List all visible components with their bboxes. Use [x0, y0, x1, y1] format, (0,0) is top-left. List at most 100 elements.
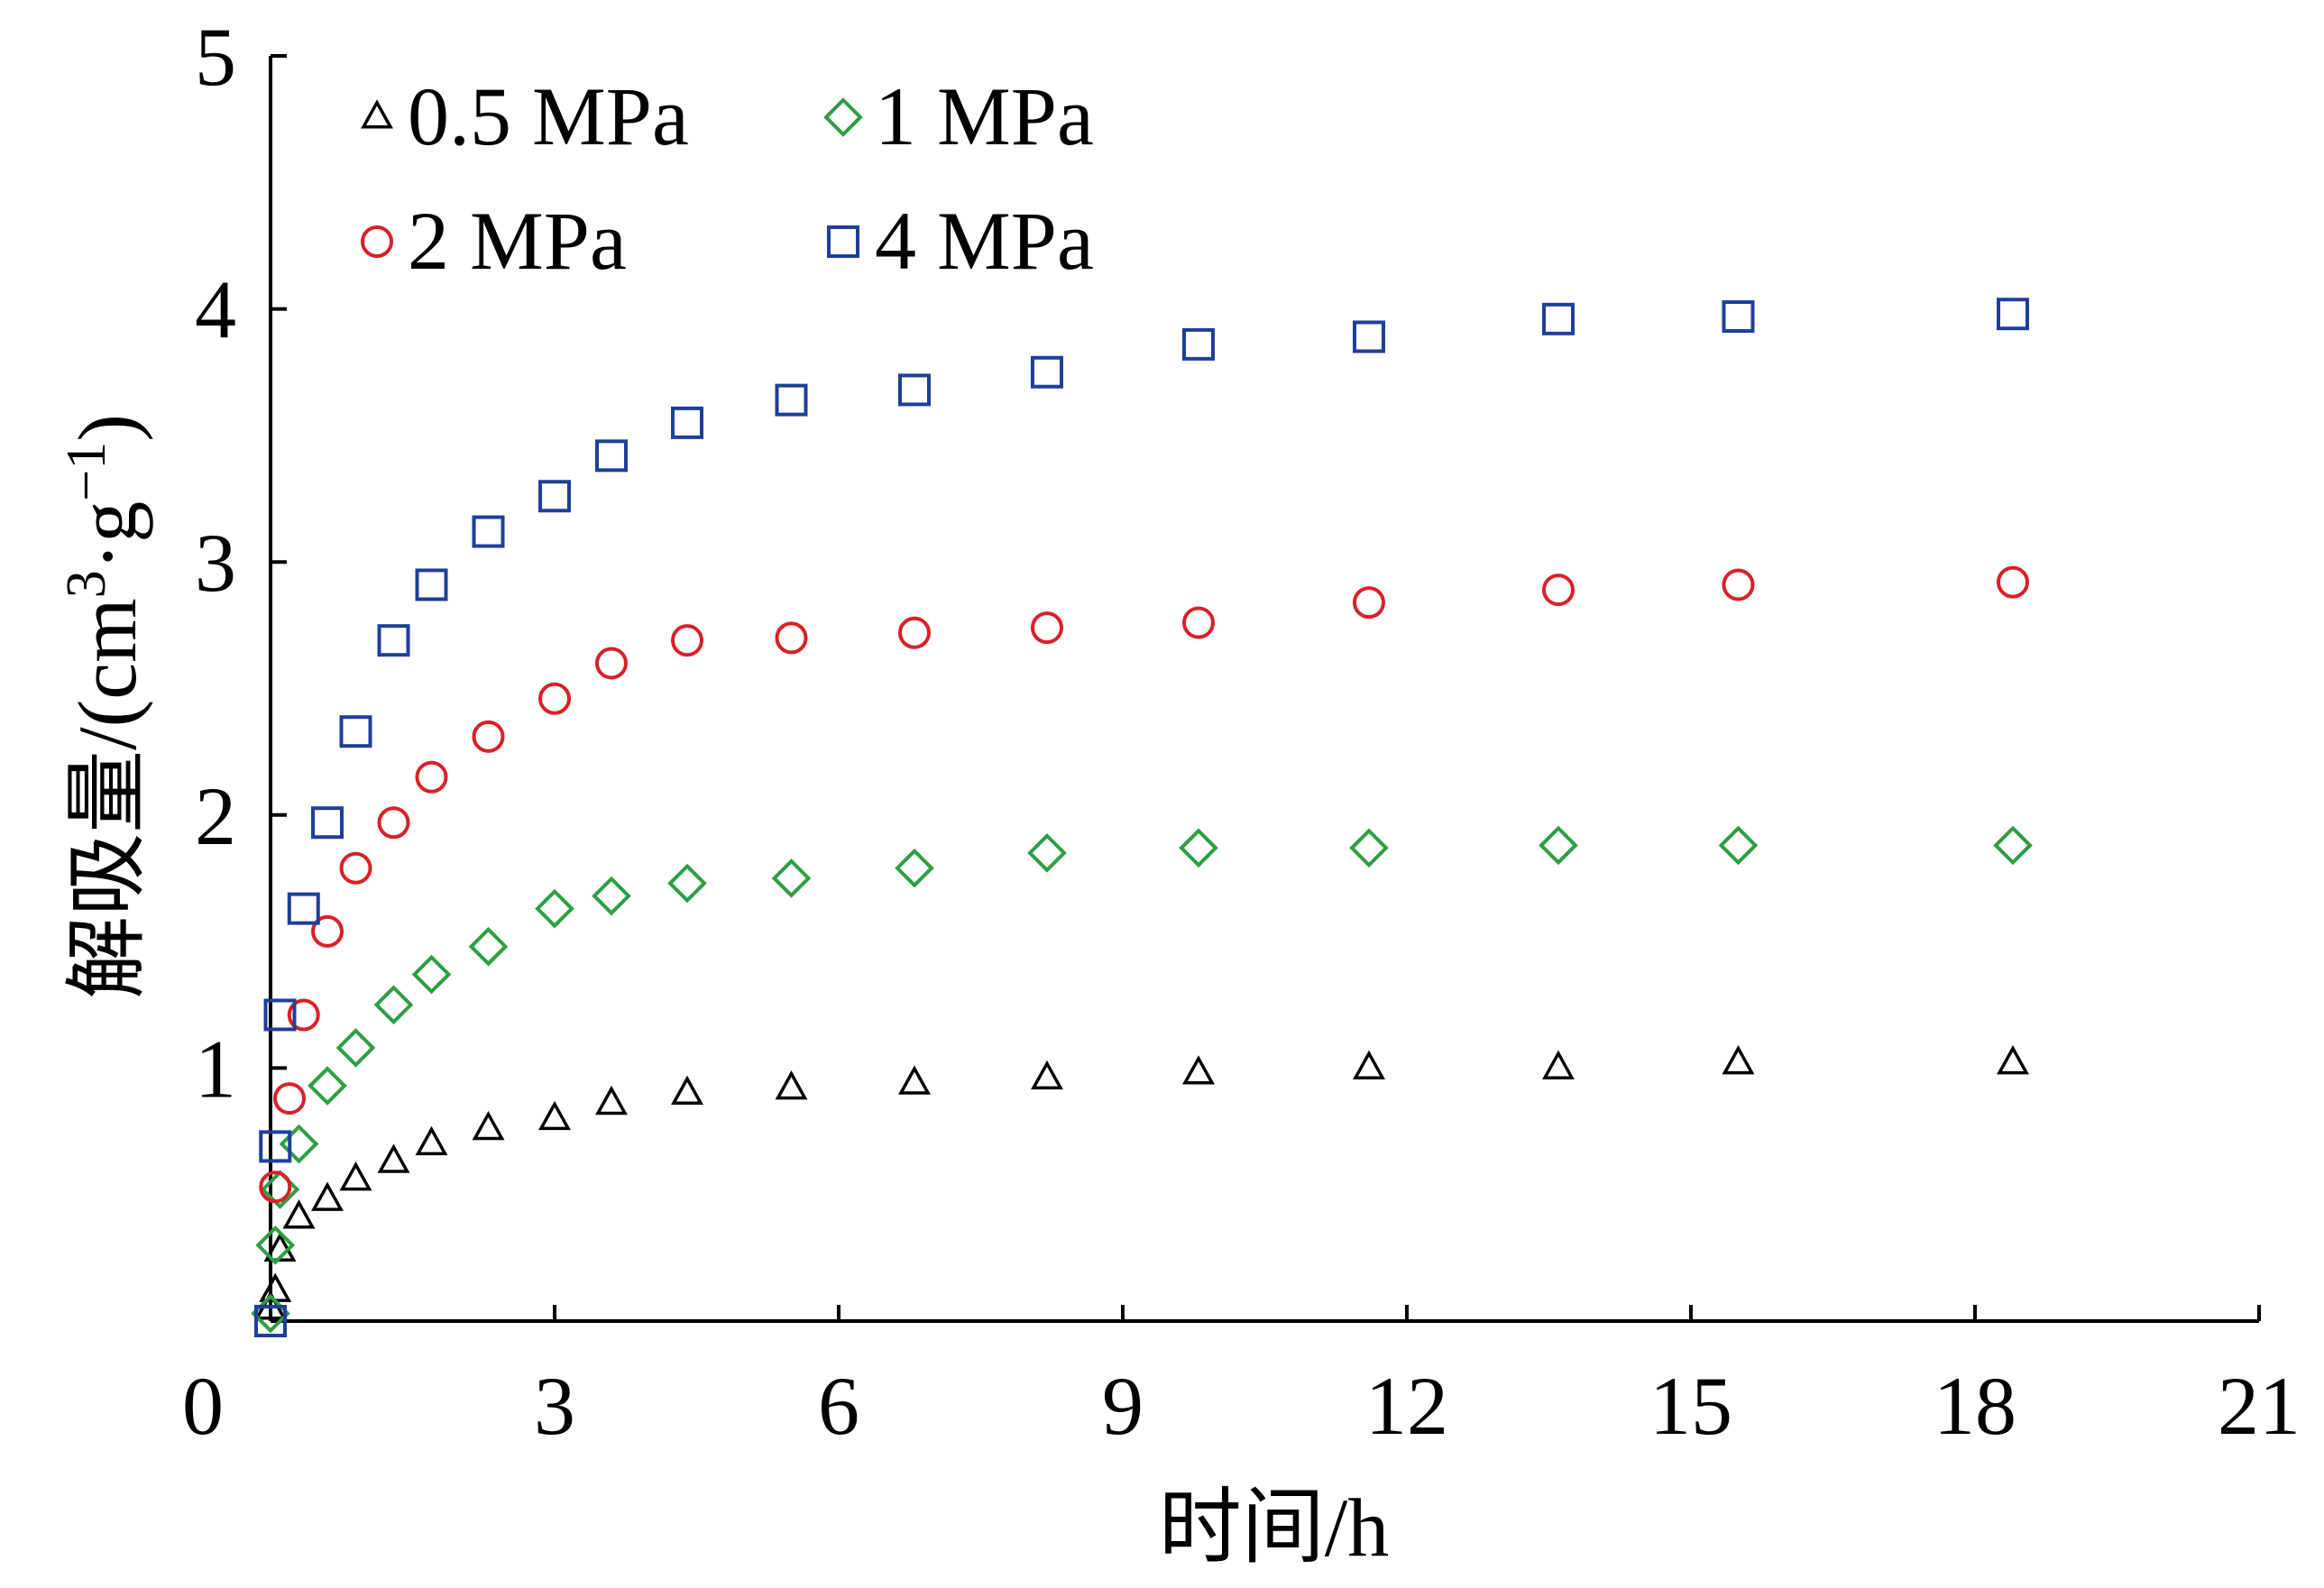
diamond-marker — [592, 876, 631, 916]
triangle-marker — [898, 1065, 931, 1095]
square-marker — [538, 480, 571, 513]
x-tick-label: 18 — [1934, 1360, 2016, 1452]
legend-label: 1 MPa — [875, 70, 1094, 162]
square-marker — [263, 998, 297, 1032]
square-marker — [775, 383, 808, 417]
x-tick-label: 15 — [1649, 1360, 1732, 1452]
diamond-marker — [1718, 825, 1759, 866]
square-marker — [671, 406, 703, 439]
square-marker — [259, 1130, 292, 1163]
triangle-marker — [377, 1143, 410, 1173]
legend-item: 0.5 MPa — [361, 70, 689, 162]
circle-marker — [273, 1082, 306, 1115]
circle-marker — [1353, 586, 1385, 620]
diamond-marker — [1993, 825, 2033, 866]
data-points — [251, 298, 2033, 1337]
y-tick-label: 5 — [195, 11, 236, 103]
circle-marker — [775, 621, 808, 655]
series-2-points — [259, 565, 2029, 1204]
square-marker — [415, 568, 448, 601]
axis-ticks — [271, 54, 2261, 1321]
diamond-marker — [895, 848, 934, 888]
triangle-marker — [1722, 1044, 1755, 1075]
x-tick-label: 3 — [534, 1360, 575, 1452]
diamond-marker — [308, 1066, 347, 1106]
x-tick-label: 6 — [818, 1360, 859, 1452]
diamond-marker — [535, 888, 574, 929]
circle-marker — [339, 851, 372, 885]
square-marker — [254, 1305, 287, 1337]
diamond-marker — [771, 858, 812, 898]
diamond-marker — [1027, 833, 1067, 873]
diamond-marker — [1539, 825, 1578, 866]
y-axis-title-mid: ·g — [61, 501, 153, 571]
y-tick-label: 1 — [195, 1023, 236, 1115]
y-axis-title-main: 解吸量/(cm — [61, 598, 153, 999]
triangle-marker — [339, 1161, 372, 1191]
circle-marker — [1031, 611, 1063, 645]
diamond-marker — [279, 1124, 319, 1164]
diamond-marker — [411, 954, 452, 995]
triangle-marker — [311, 1181, 344, 1211]
legend-item: 2 MPa — [361, 195, 627, 287]
square-marker — [1542, 302, 1575, 335]
triangle-marker — [1353, 1050, 1385, 1079]
legend-item: 4 MPa — [827, 195, 1094, 287]
x-tick-label: 9 — [1102, 1360, 1144, 1452]
diamond-marker — [667, 863, 707, 904]
diamond-marker — [260, 1170, 300, 1209]
circle-marker — [1997, 565, 2029, 599]
triangle-marker — [1997, 1044, 2029, 1075]
square-marker — [472, 515, 505, 548]
legend-square-marker — [827, 225, 859, 258]
circle-marker — [415, 760, 448, 794]
diamond-marker — [373, 985, 414, 1025]
triangle-marker — [259, 1272, 292, 1302]
circle-marker — [377, 806, 410, 840]
circle-marker — [671, 624, 703, 657]
triangle-marker — [775, 1070, 808, 1100]
legend-label: 0.5 MPa — [408, 70, 689, 162]
series-3-points — [254, 298, 2029, 1337]
y-tick-label: 3 — [195, 517, 236, 609]
y-axis-title: 解吸量/(cm3·g−1) — [56, 414, 153, 999]
triangle-marker — [1031, 1060, 1063, 1090]
legend-label: 4 MPa — [875, 195, 1094, 287]
triangle-marker — [1182, 1055, 1215, 1085]
legend-label: 2 MPa — [408, 195, 627, 287]
triangle-marker — [415, 1125, 448, 1156]
square-marker — [1182, 327, 1215, 361]
circle-marker — [1542, 574, 1575, 607]
triangle-marker — [472, 1110, 505, 1141]
x-axis-title: 时间/h — [1159, 1482, 1390, 1574]
diamond-marker — [255, 1225, 296, 1265]
circle-marker — [287, 998, 320, 1032]
square-marker — [1031, 355, 1063, 389]
diamond-marker — [1349, 828, 1389, 868]
origin-tick-label: 0 — [182, 1360, 224, 1452]
circle-marker — [898, 616, 931, 649]
circle-marker — [259, 1170, 292, 1204]
triangle-marker — [595, 1085, 628, 1115]
legend-circle-marker — [361, 225, 393, 258]
square-marker — [1997, 298, 2029, 331]
legend: 0.5 MPa 1 MPa 2 MPa 4 MPa — [361, 70, 1094, 287]
triangle-marker — [538, 1100, 571, 1131]
y-tick-label: 4 — [195, 264, 236, 356]
triangle-marker — [1542, 1050, 1575, 1079]
series-0-points — [254, 1044, 2029, 1320]
square-marker — [377, 624, 410, 657]
legend-item: 1 MPa — [823, 70, 1094, 162]
diamond-marker — [468, 926, 509, 967]
square-marker — [311, 806, 344, 840]
circle-marker — [472, 720, 505, 753]
square-marker — [339, 715, 372, 748]
square-marker — [898, 373, 931, 407]
circle-marker — [538, 682, 571, 715]
y-axis-title-sup-neg1: −1 — [56, 442, 117, 501]
square-marker — [595, 439, 628, 473]
square-marker — [287, 892, 320, 925]
diamond-marker — [335, 1028, 376, 1068]
axes — [269, 56, 2259, 1323]
